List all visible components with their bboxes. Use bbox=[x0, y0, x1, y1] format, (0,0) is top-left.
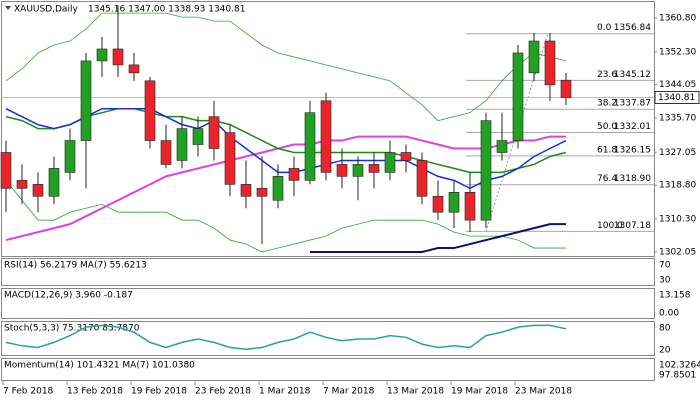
panel-tick-label: 97.8501 bbox=[659, 371, 696, 381]
candle-body bbox=[400, 152, 412, 161]
panel-tick-label: 13.158 bbox=[659, 291, 691, 301]
indicator-line bbox=[5, 107, 567, 174]
candle-body bbox=[464, 192, 476, 221]
indicator-line bbox=[5, 12, 567, 122]
candle-body bbox=[288, 168, 300, 181]
ohlc-values: 1345.16 1347.00 1338.93 1340.81 bbox=[88, 5, 245, 15]
panel-tick-label: 102.3264 bbox=[659, 361, 700, 371]
candle-body bbox=[336, 164, 348, 177]
rsi-panel bbox=[1, 258, 655, 286]
x-tick-label: 7 Mar 2018 bbox=[323, 387, 375, 397]
candle-body bbox=[32, 184, 44, 197]
candle-body bbox=[368, 164, 380, 173]
candle-body bbox=[240, 184, 252, 197]
y-tick-label: 1344.05 bbox=[659, 80, 696, 90]
x-tick-label: 7 Feb 2018 bbox=[3, 387, 54, 397]
panel-tick-label: 30 bbox=[659, 276, 671, 286]
fib-level: 38.2 bbox=[597, 99, 617, 109]
fib-level: 100.0 bbox=[597, 221, 623, 231]
x-tick-label: 13 Mar 2018 bbox=[387, 387, 444, 397]
y-tick-label: 1352.30 bbox=[659, 47, 696, 57]
fib-level: 61.8 bbox=[597, 145, 617, 155]
candle-body bbox=[144, 80, 156, 141]
candle-body bbox=[96, 48, 108, 62]
candle-body bbox=[416, 160, 428, 197]
main-panel bbox=[1, 1, 655, 257]
y-tick-label: 1302.05 bbox=[659, 247, 696, 257]
panel-title: RSI(14) 56.2179 MA(7) 55.6213 bbox=[4, 261, 147, 271]
y-tick-label: 1327.05 bbox=[659, 148, 696, 158]
fib-value: 1318.90 bbox=[614, 174, 651, 184]
y-tick-label: 1310.30 bbox=[659, 214, 696, 224]
y-tick-label: 1318.80 bbox=[659, 181, 696, 191]
candle-body bbox=[0, 152, 12, 189]
macd-panel bbox=[1, 288, 655, 319]
candle-body bbox=[512, 52, 524, 141]
candle-body bbox=[64, 140, 76, 173]
panel-tick-label: 70 bbox=[659, 261, 671, 271]
candle-body bbox=[432, 195, 444, 213]
candle-body bbox=[16, 180, 28, 189]
fib-level: 50.0 bbox=[597, 122, 617, 132]
candle-body bbox=[352, 164, 364, 177]
last-price-tag bbox=[654, 91, 700, 104]
candle-body bbox=[560, 79, 572, 98]
candle-body bbox=[48, 168, 60, 197]
fib-value: 1356.84 bbox=[614, 23, 651, 33]
fib-value: 1307.18 bbox=[614, 221, 651, 231]
fib-value: 1332.01 bbox=[614, 122, 651, 132]
candle-body bbox=[112, 48, 124, 66]
fib-level: 76.4 bbox=[597, 174, 617, 184]
candle-body bbox=[256, 188, 268, 197]
candle-body bbox=[384, 152, 396, 173]
panel-tick-label: 0.00 bbox=[659, 309, 679, 319]
x-tick-label: 1 Mar 2018 bbox=[259, 387, 311, 397]
candle-body bbox=[544, 40, 556, 86]
panel-tick-label: 20 bbox=[659, 346, 671, 356]
collapse-icon bbox=[5, 6, 11, 10]
momentum-panel bbox=[1, 358, 655, 381]
fib-level: 23.6 bbox=[597, 70, 617, 80]
panel-title: MACD(12,26,9) 3.960 -0.187 bbox=[4, 291, 133, 301]
x-tick-label: 19 Feb 2018 bbox=[131, 387, 187, 397]
x-tick-label: 23 Feb 2018 bbox=[195, 387, 251, 397]
panel-title: Momentum(14) 101.4321 MA(7) 101.0380 bbox=[4, 361, 195, 371]
panel-title: Stoch(5,3,3) 75.3170 83.7870 bbox=[4, 324, 140, 334]
panel-tick-label: 80 bbox=[659, 324, 671, 334]
chart-title: XAUUSD,Daily bbox=[14, 5, 78, 15]
candle-body bbox=[192, 128, 204, 145]
candle-body bbox=[128, 64, 140, 74]
y-tick-label: 1360.80 bbox=[659, 13, 696, 23]
candle-body bbox=[320, 100, 332, 173]
candle-body bbox=[496, 140, 508, 153]
stoch-panel bbox=[1, 321, 655, 356]
candle-body bbox=[272, 176, 284, 201]
fib-value: 1337.87 bbox=[614, 99, 651, 109]
candle-body bbox=[480, 120, 492, 221]
fib-value: 1345.12 bbox=[614, 70, 651, 80]
x-tick-label: 19 Mar 2018 bbox=[451, 387, 508, 397]
y-tick-label: 1335.70 bbox=[659, 113, 696, 123]
x-tick-label: 23 Mar 2018 bbox=[515, 387, 572, 397]
candle-body bbox=[528, 40, 540, 74]
fib-level: 0.0 bbox=[597, 23, 612, 33]
indicator-line bbox=[5, 135, 566, 242]
candle-body bbox=[80, 60, 92, 141]
candle-body bbox=[160, 140, 172, 165]
candle-body bbox=[304, 112, 316, 181]
candle-body bbox=[224, 132, 236, 185]
indicator-line bbox=[5, 107, 567, 190]
indicator-line bbox=[310, 223, 566, 254]
last-price-label: 1340.81 bbox=[658, 93, 695, 103]
candle-body bbox=[176, 128, 188, 161]
candle-body bbox=[448, 192, 460, 213]
fib-value: 1326.15 bbox=[614, 145, 651, 155]
candle-body bbox=[208, 116, 220, 149]
indicator-line bbox=[5, 180, 566, 253]
panel-line bbox=[5, 324, 567, 350]
x-tick-label: 13 Feb 2018 bbox=[67, 387, 123, 397]
